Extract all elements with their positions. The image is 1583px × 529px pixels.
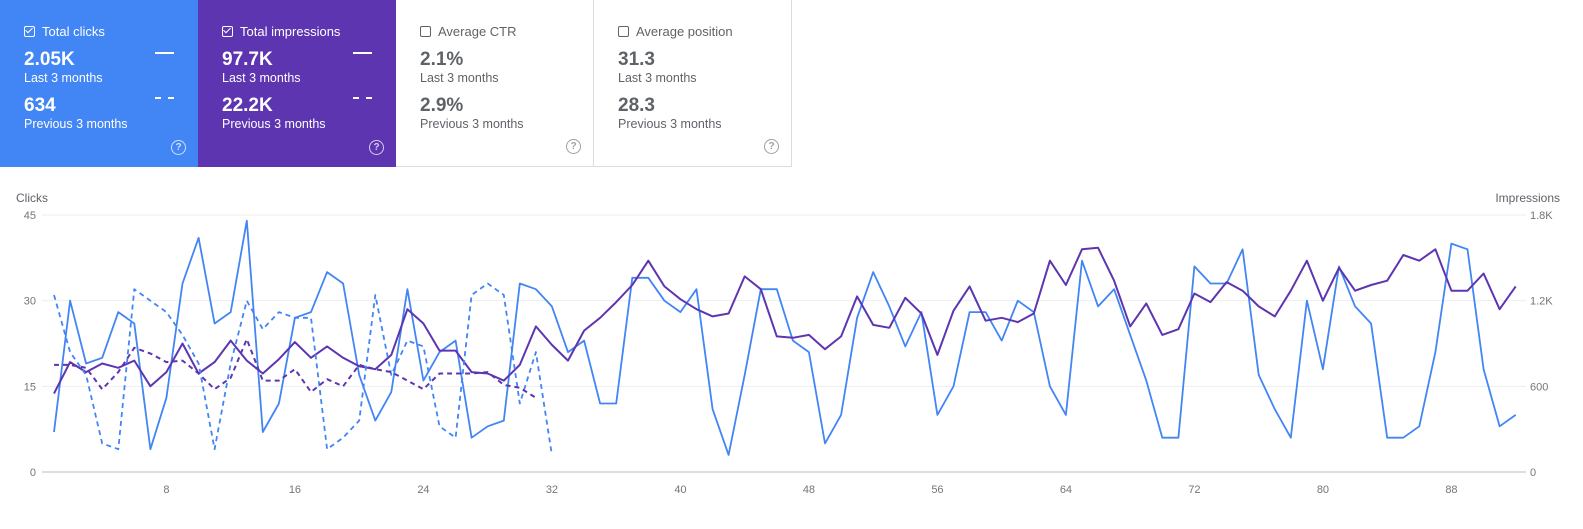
dashed-line-legend-icon — [353, 97, 372, 99]
card-value: 2.1% — [420, 49, 464, 70]
card-previous-period: Previous 3 months — [222, 117, 326, 131]
card-header[interactable]: Average CTR — [420, 22, 593, 40]
card-previous-value: 2.9% — [420, 95, 464, 116]
gridlines — [42, 214, 1526, 473]
total-impressions-card[interactable]: Total impressions 97.7K Last 3 months 22… — [198, 0, 396, 167]
checkbox-unchecked-icon[interactable] — [420, 25, 431, 37]
card-value: 2.05K — [24, 49, 75, 70]
left-axis-tick-label: 15 — [24, 381, 36, 393]
card-header[interactable]: Total clicks — [24, 22, 198, 40]
left-axis-title: Clicks — [16, 191, 48, 205]
clicks-series-line[interactable] — [53, 219, 1517, 456]
x-axis-tick-label: 16 — [289, 484, 301, 496]
left-axis-tick-label: 0 — [30, 467, 36, 479]
x-axis-tick-label: 32 — [546, 484, 558, 496]
card-period: Last 3 months — [618, 71, 697, 85]
card-label: Average CTR — [438, 23, 517, 39]
help-icon[interactable]: ? — [764, 139, 779, 154]
help-icon[interactable]: ? — [566, 139, 581, 154]
card-label: Total clicks — [42, 23, 105, 39]
previous-impressions-series-line[interactable] — [54, 338, 537, 399]
card-label: Total impressions — [240, 23, 341, 39]
metric-cards: Total clicks 2.05K Last 3 months 634 Pre… — [0, 0, 792, 167]
axis-ticks: 0 15 30 45 0 600 1.2K 1.8K 8 16 24 32 40 48 56 64 72 80 88 — [24, 210, 1554, 496]
x-axis-tick-label: 48 — [803, 484, 815, 496]
card-period: Last 3 months — [420, 71, 499, 85]
card-previous-value: 634 — [24, 95, 56, 116]
card-previous-period: Previous 3 months — [618, 117, 722, 131]
x-axis-tick-label: 8 — [163, 484, 169, 496]
series-lines[interactable] — [53, 219, 1517, 456]
solid-line-legend-icon — [353, 52, 372, 54]
card-previous-value: 28.3 — [618, 95, 655, 116]
left-axis-tick-label: 30 — [24, 296, 36, 308]
card-previous-value: 22.2K — [222, 95, 273, 116]
card-previous-period: Previous 3 months — [420, 117, 524, 131]
card-period: Last 3 months — [222, 71, 301, 85]
x-axis-tick-label: 56 — [931, 484, 943, 496]
card-value: 31.3 — [618, 49, 655, 70]
card-label: Average position — [636, 23, 733, 39]
card-period: Last 3 months — [24, 71, 103, 85]
performance-chart[interactable]: Clicks Impressions 0 15 30 45 0 600 1.2K 1.8K 8 1… — [0, 185, 1583, 529]
right-axis-tick-label: 1.2K — [1530, 296, 1553, 308]
average-ctr-card[interactable]: Average CTR 2.1% Last 3 months 2.9% Prev… — [396, 0, 594, 167]
solid-line-legend-icon — [155, 52, 174, 54]
card-header[interactable]: Average position — [618, 22, 791, 40]
checkbox-unchecked-icon[interactable] — [618, 25, 629, 37]
checkbox-checked-icon[interactable] — [24, 25, 35, 37]
x-axis-tick-label: 88 — [1445, 484, 1457, 496]
left-axis-tick-label: 45 — [24, 210, 36, 222]
x-axis-tick-label: 72 — [1188, 484, 1200, 496]
right-axis-tick-label: 1.8K — [1530, 210, 1553, 222]
card-value: 97.7K — [222, 49, 273, 70]
card-header[interactable]: Total impressions — [222, 22, 396, 40]
average-position-card[interactable]: Average position 31.3 Last 3 months 28.3… — [594, 0, 792, 167]
x-axis-tick-label: 80 — [1317, 484, 1329, 496]
x-axis-tick-label: 64 — [1060, 484, 1072, 496]
total-clicks-card[interactable]: Total clicks 2.05K Last 3 months 634 Pre… — [0, 0, 198, 167]
x-axis-tick-label: 24 — [417, 484, 429, 496]
card-previous-period: Previous 3 months — [24, 117, 128, 131]
right-axis-tick-label: 0 — [1530, 467, 1536, 479]
dashed-line-legend-icon — [155, 97, 174, 99]
previous-clicks-series-line[interactable] — [53, 282, 553, 456]
help-icon[interactable]: ? — [171, 140, 186, 155]
checkbox-checked-icon[interactable] — [222, 25, 233, 37]
help-icon[interactable]: ? — [369, 140, 384, 155]
right-axis-tick-label: 600 — [1530, 381, 1548, 393]
x-axis-tick-label: 40 — [674, 484, 686, 496]
impressions-series-line[interactable] — [53, 246, 1517, 394]
right-axis-title: Impressions — [1495, 191, 1560, 205]
